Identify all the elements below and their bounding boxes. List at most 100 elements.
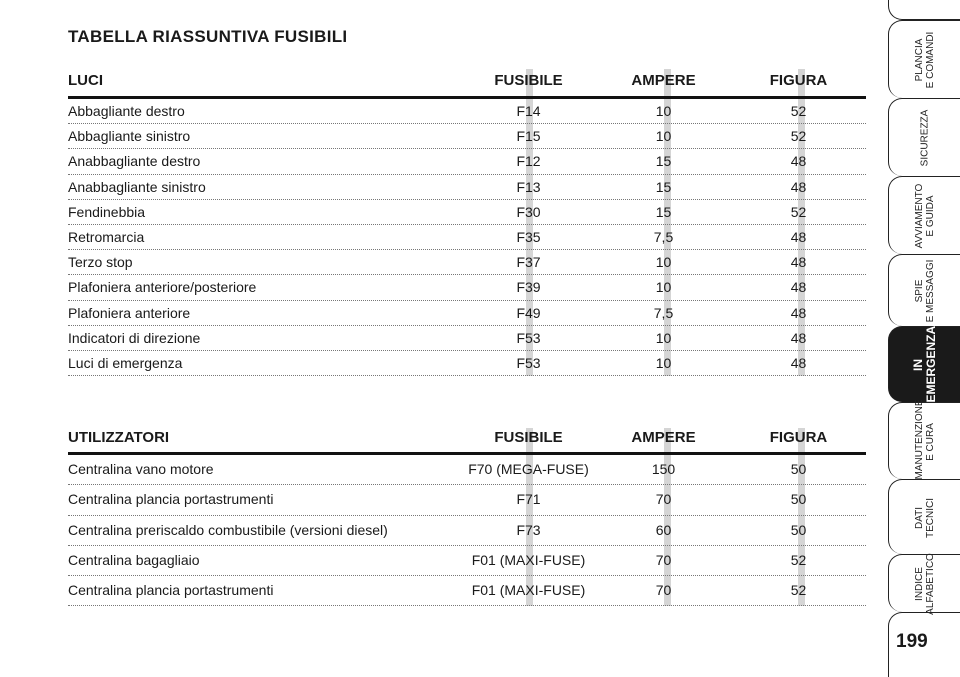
cell-ampere: 7,5 xyxy=(653,304,674,321)
cell-ampere: 10 xyxy=(655,354,672,371)
tab-label: IN EMERGENZA xyxy=(911,325,938,403)
table-row: Centralina bagagliaio F01 (MAXI-FUSE) 70 52 xyxy=(68,546,866,577)
cell-figura: 52 xyxy=(790,582,807,599)
cell-fusibile: F01 (MAXI-FUSE) xyxy=(471,582,586,599)
tab-label: SICUREZZA xyxy=(919,109,931,167)
column-shade xyxy=(664,69,671,377)
page-number-tab xyxy=(888,612,960,677)
cell-fusibile: F01 (MAXI-FUSE) xyxy=(471,551,586,568)
table-row: Luci di emergenza F53 10 48 xyxy=(68,351,866,377)
cell-utilizzatore: Abbagliante destro xyxy=(68,103,185,119)
table-row: Terzo stop F37 10 48 xyxy=(68,250,866,276)
cell-figura: 48 xyxy=(790,304,807,321)
header-luci: LUCI xyxy=(68,72,103,89)
tab-dati-tecnici[interactable]: DATI TECNICI xyxy=(888,479,960,554)
table-row: Anabbagliante destro F12 15 48 xyxy=(68,149,866,175)
table-header: LUCI FUSIBILE AMPERE FIGURA xyxy=(68,69,866,99)
tab-label: DATI TECNICI xyxy=(914,497,936,538)
cell-fusibile: F53 xyxy=(516,354,541,371)
cell-utilizzatore: Centralina vano motore xyxy=(68,461,214,477)
cell-utilizzatore: Centralina plancia portastrumenti xyxy=(68,491,274,508)
table-row: Abbagliante destro F14 10 52 xyxy=(68,99,866,125)
cell-figura: 48 xyxy=(790,254,807,271)
cell-utilizzatore: Indicatori di direzione xyxy=(68,329,201,346)
cell-fusibile: F12 xyxy=(516,153,541,170)
tab-avviamento-e-guida[interactable]: AVVIAMENTO E GUIDA xyxy=(888,176,960,254)
tab-indice-alfabetico[interactable]: INDICE ALFABETICO xyxy=(888,553,960,615)
cell-ampere: 15 xyxy=(655,178,672,195)
tab-spie-e-messaggi[interactable]: SPIE E MESSAGGI xyxy=(888,254,960,326)
table-row: Centralina preriscaldo combustibile (ver… xyxy=(68,516,866,546)
cell-ampere: 15 xyxy=(655,203,672,220)
column-shade xyxy=(798,428,805,607)
cell-ampere: 60 xyxy=(655,521,672,538)
section-tabs: PLANCIA E COMANDI SICUREZZA AVVIAMENTO E G… xyxy=(888,0,960,677)
table-header: UTILIZZATORI FUSIBILE AMPERE FIGURA xyxy=(68,428,866,455)
table-row: Abbagliante sinistro F15 10 52 xyxy=(68,124,866,150)
cell-figura: 52 xyxy=(790,128,807,145)
tab-label: INDICE ALFABETICO xyxy=(914,553,936,615)
cell-ampere: 10 xyxy=(655,254,672,271)
header-figura: FIGURA xyxy=(769,72,828,89)
cell-fusibile: F70 (MEGA-FUSE) xyxy=(468,461,589,477)
cell-ampere: 70 xyxy=(655,582,672,599)
cell-ampere: 10 xyxy=(655,279,672,296)
cell-utilizzatore: Plafoniera anteriore xyxy=(68,304,191,321)
cell-ampere: 15 xyxy=(655,153,672,170)
tab-manutenzione-e-cura[interactable]: MANUTENZIONE E CURA xyxy=(888,399,960,479)
table-row: Fendinebbia F30 15 52 xyxy=(68,200,866,225)
cell-utilizzatore: Abbagliante sinistro xyxy=(68,128,191,145)
cell-figura: 48 xyxy=(790,228,807,245)
cell-utilizzatore: Retromarcia xyxy=(68,228,145,245)
cell-fusibile: F49 xyxy=(516,304,541,321)
column-shade xyxy=(798,69,805,377)
cell-utilizzatore: Centralina bagagliaio xyxy=(68,551,200,568)
cell-fusibile: F13 xyxy=(516,178,541,195)
cell-figura: 48 xyxy=(790,153,807,170)
cell-ampere: 7,5 xyxy=(653,228,674,245)
cell-ampere: 10 xyxy=(655,128,672,145)
header-rule xyxy=(68,452,866,455)
cell-ampere: 10 xyxy=(655,103,672,119)
tab-edge xyxy=(888,0,960,20)
table-row: Retromarcia F35 7,5 48 xyxy=(68,225,866,251)
cell-utilizzatore: Centralina preriscaldo combustibile (ver… xyxy=(68,521,388,538)
cell-utilizzatore: Anabbagliante sinistro xyxy=(68,178,206,195)
table-row: Plafoniera anteriore F49 7,5 48 xyxy=(68,301,866,326)
cell-utilizzatore: Terzo stop xyxy=(68,254,133,271)
cell-fusibile: F39 xyxy=(516,279,541,296)
cell-figura: 48 xyxy=(790,329,807,346)
cell-ampere: 10 xyxy=(655,329,672,346)
header-ampere: AMPERE xyxy=(631,72,696,89)
cell-figura: 50 xyxy=(790,491,807,508)
column-shade xyxy=(526,69,533,377)
tab-sicurezza[interactable]: SICUREZZA xyxy=(888,98,960,176)
table-row: Plafoniera anteriore/posteriore F39 10 48 xyxy=(68,275,866,301)
cell-utilizzatore: Anabbagliante destro xyxy=(68,153,201,170)
tab-label: PLANCIA E COMANDI xyxy=(914,31,936,89)
cell-figura: 52 xyxy=(790,103,807,119)
tab-plancia-e-comandi[interactable]: PLANCIA E COMANDI xyxy=(888,20,960,98)
cell-utilizzatore: Luci di emergenza xyxy=(68,354,183,371)
fuse-table-utilizzatori: UTILIZZATORI FUSIBILE AMPERE FIGURA Cent… xyxy=(68,428,866,607)
cell-figura: 50 xyxy=(790,461,807,477)
tab-label: AVVIAMENTO E GUIDA xyxy=(914,183,936,249)
cell-figura: 50 xyxy=(790,521,807,538)
header-utilizzatori: UTILIZZATORI xyxy=(68,429,170,446)
column-shade xyxy=(526,428,533,607)
cell-utilizzatore: Plafoniera anteriore/posteriore xyxy=(68,279,257,296)
table-row: Centralina plancia portastrumenti F71 70 50 xyxy=(68,485,866,516)
cell-figura: 48 xyxy=(790,354,807,371)
cell-fusibile: F30 xyxy=(516,203,541,220)
page-title: TABELLA RIASSUNTIVA FUSIBILI xyxy=(68,27,348,46)
tab-in-emergenza[interactable]: IN EMERGENZA xyxy=(888,325,960,403)
table-row: Indicatori di direzione F53 10 48 xyxy=(68,326,866,351)
cell-ampere: 150 xyxy=(651,461,676,477)
cell-utilizzatore: Centralina plancia portastrumenti xyxy=(68,582,274,599)
cell-figura: 52 xyxy=(790,551,807,568)
fuse-table-luci: LUCI FUSIBILE AMPERE FIGURA Abbagliante … xyxy=(68,69,866,377)
cell-ampere: 70 xyxy=(655,491,672,508)
cell-figura: 48 xyxy=(790,279,807,296)
header-rule xyxy=(68,96,866,99)
cell-figura: 52 xyxy=(790,203,807,220)
